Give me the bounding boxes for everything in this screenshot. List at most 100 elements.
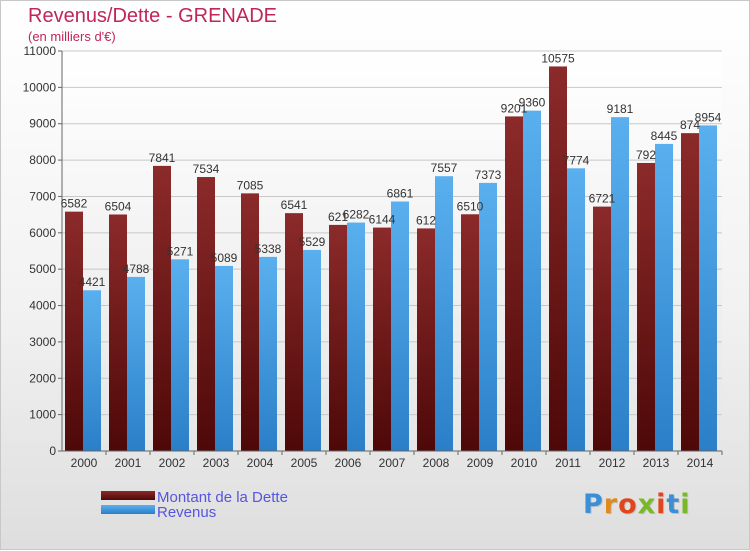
logo-letter: r (603, 489, 619, 520)
x-tick-label: 2005 (291, 456, 318, 470)
bar-dette (461, 214, 479, 451)
data-label: 7085 (237, 178, 264, 192)
bar-revenus (699, 125, 717, 452)
bar-revenus (567, 168, 585, 452)
legend-label-dette: Montant de la Dette (157, 489, 288, 506)
bar-revenus (215, 265, 233, 451)
y-tick-label: 3000 (29, 335, 56, 349)
x-tick-label: 2000 (71, 456, 98, 470)
bar-dette (241, 193, 259, 451)
bar-dette (197, 177, 215, 451)
data-label: 6582 (61, 197, 88, 211)
bar-dette (637, 162, 655, 452)
y-tick-label: 6000 (29, 226, 56, 240)
bar-revenus (303, 249, 321, 451)
logo-letter: t (666, 489, 681, 520)
data-label: 6504 (105, 199, 132, 213)
data-label: 7557 (431, 161, 458, 175)
x-tick-label: 2012 (599, 456, 626, 470)
data-label: 6144 (369, 213, 396, 227)
bar-dette (681, 133, 699, 452)
x-tick-label: 2010 (511, 456, 538, 470)
logo-letter: o (618, 489, 638, 520)
data-label: 792 (636, 148, 656, 162)
bar-revenus (127, 276, 145, 451)
x-tick-label: 2006 (335, 456, 362, 470)
bar-dette (593, 206, 611, 451)
legend-label-revenus: Revenus (157, 504, 217, 521)
logo-letter: x (637, 489, 657, 520)
proxiti-logo: Proxiti (583, 489, 691, 520)
bars (65, 66, 717, 452)
bar-revenus (171, 259, 189, 451)
bar-revenus (523, 110, 541, 452)
data-label: 5338 (255, 242, 282, 256)
data-label: 4788 (123, 262, 150, 276)
bar-dette (285, 213, 303, 451)
axes: 0 1000 2000 3000 4000 5000 6000 7000 8000 9000 100… (23, 44, 723, 470)
x-tick-label: 2014 (687, 456, 714, 470)
bar-dette (329, 224, 347, 451)
chart-title: Revenus/Dette - GRENADE (28, 5, 277, 27)
x-tick-label: 2007 (379, 456, 406, 470)
data-label: 7373 (475, 168, 502, 182)
data-label: 6721 (589, 192, 616, 206)
logo-letter: i (680, 489, 691, 520)
x-tick-label: 2003 (203, 456, 230, 470)
data-label: 6282 (343, 208, 370, 222)
data-label: 7841 (149, 151, 176, 165)
logo-letter: P (583, 489, 604, 520)
bar-revenus (83, 290, 101, 451)
data-label: 9360 (519, 96, 546, 110)
y-tick-label: 5000 (29, 262, 56, 276)
chart-subtitle: (en milliers d'€) (28, 29, 116, 44)
y-tick-label: 11000 (24, 44, 57, 58)
bar-revenus (259, 256, 277, 451)
data-label: 6510 (457, 199, 484, 213)
bar-dette (417, 228, 435, 451)
bar-revenus (347, 222, 365, 451)
bar-dette (109, 214, 127, 451)
data-label: 8445 (651, 129, 678, 143)
logo-letter: i (656, 489, 667, 520)
data-label: 8954 (695, 110, 722, 124)
bar-revenus (435, 176, 453, 451)
x-tick-label: 2002 (159, 456, 186, 470)
data-label: 874 (680, 118, 700, 132)
y-tick-label: 9000 (29, 117, 56, 131)
bar-dette (505, 116, 523, 451)
data-label: 7534 (193, 162, 220, 176)
bar-dette (373, 227, 391, 451)
data-label: 6861 (387, 187, 414, 201)
data-label: 5271 (167, 244, 194, 258)
legend-swatch-revenus (101, 505, 155, 514)
data-label: 9201 (501, 101, 528, 115)
x-tick-label: 2011 (555, 456, 581, 470)
data-label: 5089 (211, 251, 238, 265)
data-label: 7774 (563, 153, 590, 167)
x-tick-label: 2009 (467, 456, 494, 470)
x-tick-label: 2004 (247, 456, 274, 470)
data-label: 5529 (299, 235, 326, 249)
x-tick-label: 2008 (423, 456, 450, 470)
bar-dette (65, 211, 83, 451)
y-tick-label: 2000 (29, 371, 56, 385)
y-tick-label: 4000 (29, 299, 56, 313)
data-label: 621 (328, 210, 348, 224)
data-label: 6541 (281, 198, 308, 212)
y-tick-label: 8000 (29, 153, 56, 167)
legend-swatch-dette (101, 491, 155, 500)
data-label: 612 (416, 213, 436, 227)
x-tick-label: 2001 (115, 456, 142, 470)
bar-revenus (479, 182, 497, 451)
bar-dette (549, 66, 567, 452)
value-labels: 6582 4421 6504 4788 7841 5271 7534 5089 7085 5338… (61, 51, 722, 289)
y-tick-label: 1000 (29, 408, 56, 422)
bar-revenus (611, 117, 629, 452)
y-tick-label: 10000 (23, 80, 57, 94)
bar-dette (153, 165, 171, 451)
bar-revenus (391, 201, 409, 451)
y-tick-label: 0 (49, 444, 56, 458)
